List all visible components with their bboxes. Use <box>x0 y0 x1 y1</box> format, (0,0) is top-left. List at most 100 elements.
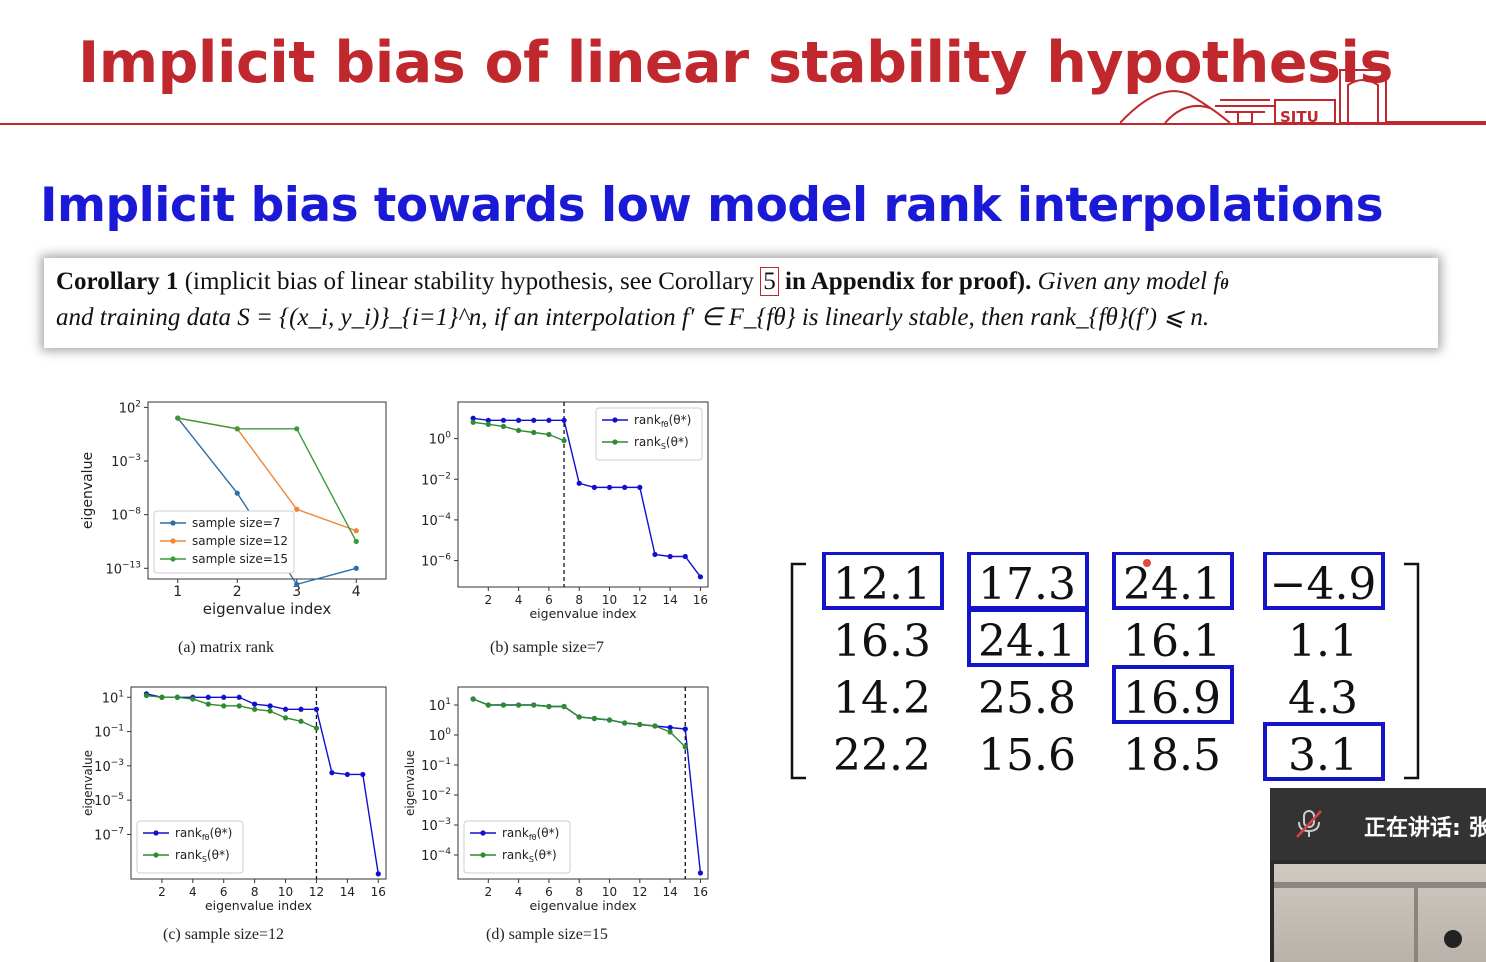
legend-marker <box>612 417 618 423</box>
speaker-label: 正在讲话: 张 <box>1364 816 1486 841</box>
data-point <box>360 771 366 778</box>
x-tick-label: 14 <box>662 593 677 607</box>
matrix-cell: 24.1 <box>978 616 1076 667</box>
x-tick-label: 4 <box>515 593 523 607</box>
data-point <box>143 692 150 699</box>
matrix-cell: 3.1 <box>1288 730 1358 781</box>
legend-box <box>463 820 571 874</box>
data-point <box>561 438 567 444</box>
y-tick-label: 10−3 <box>111 453 141 470</box>
data-point <box>637 484 643 490</box>
x-tick-label: 10 <box>602 885 617 899</box>
data-point <box>652 723 658 729</box>
legend-marker <box>153 830 159 836</box>
x-tick-label: 10 <box>278 885 293 899</box>
x-tick-label: 12 <box>632 885 647 899</box>
x-tick-label: 2 <box>233 584 242 600</box>
corollary-line-2: and training data S = {(x_i, y_i)}_{i=1}… <box>56 302 1209 332</box>
data-point <box>353 528 359 534</box>
caption-a: (a) matrix rank <box>178 639 274 656</box>
logo-text: SJTU <box>1280 108 1319 126</box>
data-point <box>221 694 227 700</box>
data-point <box>682 726 688 732</box>
data-point <box>175 415 181 421</box>
speaker-bar: 正在讲话: 张 <box>1270 788 1486 860</box>
legend-marker <box>170 538 176 544</box>
y-tick-label: 10−5 <box>94 792 124 809</box>
data-point <box>190 696 196 702</box>
corollary-given: Given any model f <box>1037 268 1221 295</box>
data-point <box>500 417 507 423</box>
legend-label: rankfθ(θ*) <box>502 826 559 842</box>
mic-muted-icon[interactable] <box>1294 808 1324 840</box>
x-tick-label: 4 <box>515 885 523 899</box>
y-tick-label: 10−3 <box>94 758 124 775</box>
data-point <box>313 706 320 712</box>
y-axis-label: eigenvalue <box>403 750 417 816</box>
meeting-video-panel[interactable]: 正在讲话: 张 <box>1270 788 1486 962</box>
example-matrix: 12.1 17.3 24.1 −4.9 16.3 24.1 16.1 1.1 14.2 25.8 1… <box>790 552 1420 781</box>
data-point <box>546 431 552 438</box>
y-tick-label: 100 <box>429 431 452 448</box>
data-point <box>470 696 476 702</box>
x-tick-label: 8 <box>251 885 259 899</box>
data-point <box>485 702 491 708</box>
data-point <box>298 706 304 712</box>
matrix-cell: 14.2 <box>833 673 931 724</box>
x-tick-label: 12 <box>309 885 324 899</box>
data-point <box>546 703 552 710</box>
x-tick-label: 12 <box>632 593 647 607</box>
data-point <box>313 725 320 731</box>
data-point <box>591 484 597 490</box>
data-point <box>294 506 300 512</box>
y-tick-label: 10−7 <box>94 826 124 843</box>
data-point <box>561 417 567 423</box>
legend-marker <box>170 520 176 526</box>
matrix-cell: 16.3 <box>833 616 931 667</box>
legend-box <box>595 407 703 461</box>
matrix-cell: 25.8 <box>978 673 1076 724</box>
chart-sample-size-7: 100 10−2 10−4 10−6 2 4 6 8 10 12 14 16 eigenvalue in… <box>421 401 709 621</box>
matrix-cell: 22.2 <box>833 730 931 781</box>
section-heading: Implicit bias towards low model rank int… <box>40 178 1384 233</box>
data-point <box>500 702 507 708</box>
data-point <box>353 538 359 545</box>
legend-box <box>136 820 244 874</box>
data-point <box>329 770 335 776</box>
y-tick-label: 10−13 <box>105 560 141 577</box>
matrix-left-bracket <box>790 562 806 780</box>
caption-c: (c) sample size=12 <box>163 926 284 943</box>
data-point <box>682 553 688 560</box>
data-point <box>485 421 491 427</box>
data-point <box>606 484 613 490</box>
y-tick-label: 10−4 <box>421 512 451 529</box>
x-tick-label: 2 <box>484 593 492 607</box>
chart-sample-size-15: 101 100 10−1 10−2 10−3 10−4 2 4 6 8 10 12 14 16 eigenv… <box>403 686 709 913</box>
x-tick-label: 8 <box>575 885 583 899</box>
corollary-label: Corollary 1 <box>56 268 179 295</box>
data-point <box>667 724 673 731</box>
data-point <box>236 703 242 709</box>
corollary-statement: and training data S = {(x_i, y_i)}_{i=1}… <box>56 304 1210 331</box>
data-point <box>667 729 673 735</box>
data-point <box>205 701 211 707</box>
matrix-cell: 16.1 <box>1123 616 1221 667</box>
matrix-cell: 15.6 <box>978 730 1076 781</box>
data-point <box>516 427 522 434</box>
matrix-cell: 16.9 <box>1123 673 1221 724</box>
data-point <box>576 480 582 486</box>
x-axis-label: eigenvalue index <box>529 898 636 913</box>
corollary-box: Corollary 1 (implicit bias of linear sta… <box>44 258 1438 348</box>
matrix-highlight-box <box>822 552 944 610</box>
matrix-cell: 24.1 <box>1123 559 1221 610</box>
matrix-highlight-box <box>1112 552 1234 610</box>
matrix-cell: −4.9 <box>1270 559 1377 610</box>
data-point <box>561 703 567 710</box>
data-point <box>591 715 597 722</box>
x-tick-label: 6 <box>545 593 553 607</box>
data-point <box>174 694 180 700</box>
data-point <box>682 744 688 750</box>
data-point <box>267 703 273 709</box>
corollary-ref-link[interactable]: 5 <box>760 267 779 296</box>
data-point <box>516 702 522 708</box>
